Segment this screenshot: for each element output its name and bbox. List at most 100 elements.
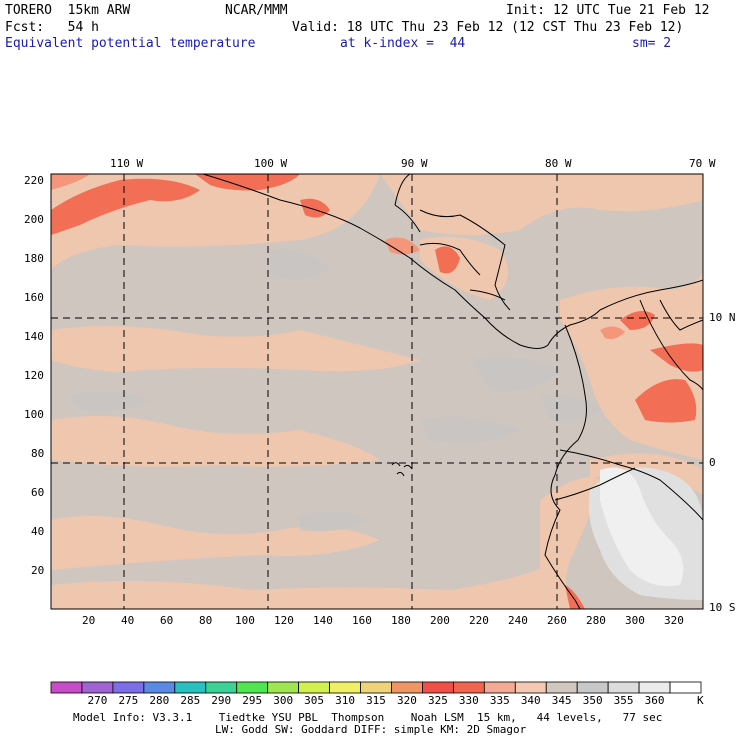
lon-label: 90 W xyxy=(401,157,428,170)
colorbar-label: 295 xyxy=(242,694,263,707)
shading-360 xyxy=(600,467,684,586)
organization: NCAR/MMM xyxy=(225,3,288,18)
colorbar-swatch xyxy=(81,681,114,694)
field-name: Equivalent potential temperature xyxy=(5,36,256,51)
border-colombia-ecuador xyxy=(559,449,703,521)
colorbar-label: 350 xyxy=(582,694,603,707)
lat-label: 10 S xyxy=(709,601,736,614)
colorbar-swatch xyxy=(50,681,83,694)
coastlines xyxy=(202,174,703,609)
colorbar-swatch xyxy=(452,681,485,694)
colorbar-swatch xyxy=(669,681,702,694)
y-axis-label: 20 xyxy=(31,564,45,577)
colorbar-label: 325 xyxy=(427,694,448,707)
x-axis-label: 100 xyxy=(235,614,255,627)
colorbar-swatch xyxy=(638,681,671,694)
colorbar-swatch xyxy=(576,681,609,694)
y-axis-label: 80 xyxy=(31,447,45,460)
y-axis-label: 40 xyxy=(31,525,45,538)
colorbar-swatch xyxy=(607,681,640,694)
south-america-north-coast xyxy=(599,279,703,311)
colorbar-label: 305 xyxy=(304,694,325,707)
colorbar-label: 355 xyxy=(613,694,634,707)
border-central-america-2 xyxy=(469,289,506,301)
x-axis-label: 220 xyxy=(469,614,489,627)
colorbar-label: 270 xyxy=(87,694,108,707)
vertical-level: at k-index = 44 xyxy=(340,36,466,51)
x-axis-label: 260 xyxy=(547,614,567,627)
colorbar-label: 285 xyxy=(180,694,201,707)
x-axis-label: 200 xyxy=(430,614,450,627)
x-axis-label: 320 xyxy=(664,614,684,627)
colorbar-swatch xyxy=(205,681,238,694)
central-america-coast xyxy=(202,174,601,349)
x-axis-label: 60 xyxy=(160,614,174,627)
forecast-hour: Fcst: 54 h xyxy=(5,20,99,35)
central-america-caribbean-coast xyxy=(394,174,511,311)
y-axis-label: 140 xyxy=(24,330,44,343)
lat-label: 10 N xyxy=(709,311,736,324)
gulf-of-maracaibo xyxy=(659,299,703,331)
lat-label: 0 xyxy=(709,456,716,469)
y-axis-label: 200 xyxy=(24,213,44,226)
border-colombia-venezuela xyxy=(639,299,703,391)
lon-label: 110 W xyxy=(110,157,144,170)
shading-350 xyxy=(70,249,600,532)
colorbar-label: 310 xyxy=(335,694,355,707)
colorbar-swatch xyxy=(329,681,361,694)
border-central-america-1 xyxy=(419,242,481,276)
y-axis-label: 100 xyxy=(24,408,44,421)
x-axis-label: 120 xyxy=(274,614,294,627)
y-axis-label: 220 xyxy=(24,174,44,187)
colorbar-swatch xyxy=(174,681,207,694)
lon-label: 70 W xyxy=(689,157,716,170)
galapagos-islands xyxy=(391,462,413,477)
colorbar-label: 335 xyxy=(489,694,510,707)
colorbar-label: 280 xyxy=(149,694,170,707)
colorbar-swatch xyxy=(422,681,454,694)
lon-label: 80 W xyxy=(545,157,572,170)
colorbar-label: 340 xyxy=(520,694,541,707)
x-axis-label: 180 xyxy=(391,614,411,627)
colorbar-label: 275 xyxy=(118,694,139,707)
colorbar-swatch xyxy=(143,681,176,694)
border-mexico-guatemala xyxy=(394,204,421,233)
colorbar-label: 330 xyxy=(458,694,479,707)
x-axis-label: 20 xyxy=(82,614,96,627)
x-axis-label: 280 xyxy=(586,614,606,627)
colorbar-swatch xyxy=(298,681,330,694)
colorbar-swatch xyxy=(483,681,516,694)
colorbar-unit: K xyxy=(697,694,704,707)
model-info: Model Info: V3.3.1 Tiedtke YSU PBL Thomp… xyxy=(73,711,663,724)
colorbar-label: 290 xyxy=(211,694,232,707)
x-axis-label: 160 xyxy=(352,614,372,627)
x-axis-label: 40 xyxy=(121,614,135,627)
x-axis-label: 140 xyxy=(313,614,333,627)
colorbar-label: 300 xyxy=(273,694,294,707)
colorbar-label: 345 xyxy=(551,694,572,707)
physics-info: LW: Godd SW: Goddard DIFF: simple KM: 2D… xyxy=(215,723,527,736)
y-axis-label: 180 xyxy=(24,252,44,265)
colorbar-label: 320 xyxy=(397,694,417,707)
valid-time: Valid: 18 UTC Thu 23 Feb 12 (12 CST Thu … xyxy=(292,20,684,35)
shading-330 xyxy=(51,174,703,609)
colorbar-swatch xyxy=(360,681,392,694)
colorbar-swatch xyxy=(112,681,145,694)
colorbar-label: 360 xyxy=(644,694,665,707)
colorbar-swatch xyxy=(514,681,547,694)
shading-325 xyxy=(51,174,625,340)
map-frame xyxy=(50,173,704,610)
colorbar-swatch xyxy=(391,681,423,694)
border-ecuador-peru xyxy=(554,467,636,501)
y-axis-label: 120 xyxy=(24,369,44,382)
x-axis-label: 240 xyxy=(508,614,528,627)
x-axis-label: 80 xyxy=(199,614,213,627)
y-axis-label: 60 xyxy=(31,486,45,499)
lon-label: 100 W xyxy=(254,157,288,170)
colorbar-swatch xyxy=(267,681,300,694)
smoothing: sm= 2 xyxy=(632,36,672,51)
init-time: Init: 12 UTC Tue 21 Feb 12 xyxy=(506,3,710,18)
colorbar-swatch xyxy=(236,681,269,694)
